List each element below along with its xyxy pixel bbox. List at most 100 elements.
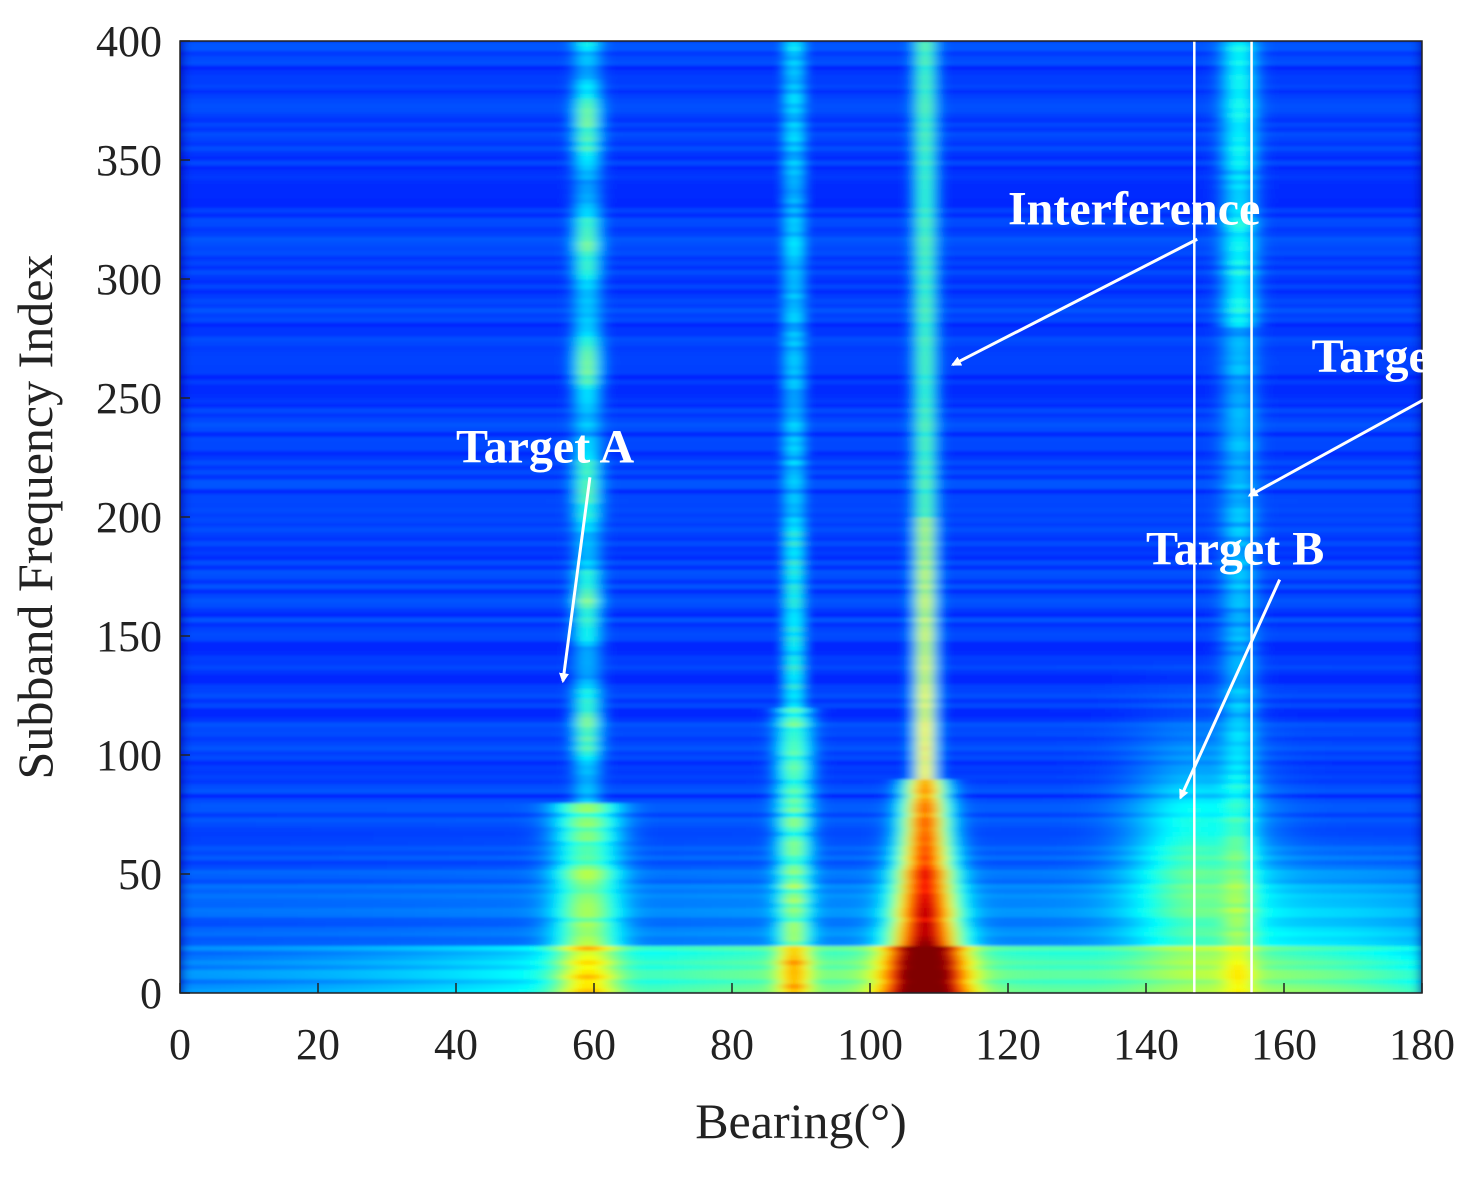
heat-cell: [1056, 878, 1064, 885]
heat-cell: [504, 893, 512, 899]
heat-cell: [1297, 893, 1306, 899]
heat-cell: [621, 845, 630, 851]
heat-cell: [842, 935, 850, 942]
heat-cell: [628, 869, 636, 875]
heat-cell: [683, 840, 719, 847]
heat-cell: [1415, 831, 1422, 837]
heat-cell: [1056, 869, 1064, 875]
heat-cell: [1125, 916, 1133, 923]
heat-cell: [1173, 912, 1182, 918]
heat-cell: [683, 969, 692, 975]
heat-cell: [752, 931, 761, 937]
heat-cell: [1118, 916, 1126, 923]
heat-cell: [387, 964, 395, 970]
heat-cell: [1290, 964, 1299, 970]
heat-cell: [614, 935, 623, 942]
heat-cell: [1049, 864, 1057, 870]
heat-cell: [939, 831, 947, 837]
heat-cell: [759, 916, 768, 923]
heat-cell: [1194, 950, 1202, 956]
heat-cell: [1152, 845, 1161, 851]
heat-cell: [1159, 912, 1168, 918]
heat-cell: [476, 950, 485, 956]
heat-cell: [531, 950, 540, 956]
heat-cell: [1083, 983, 1092, 989]
heat-cell: [373, 988, 381, 993]
heat-cell: [1221, 883, 1230, 889]
heat-cell: [1201, 897, 1209, 904]
heat-cell: [1408, 878, 1416, 885]
heat-cell: [876, 821, 885, 827]
heat-cell: [1242, 926, 1251, 932]
heat-cell: [1049, 826, 1064, 832]
heat-cell: [545, 969, 554, 975]
heat-cell: [1387, 973, 1395, 980]
heat-cell: [621, 959, 630, 966]
heat-cell: [1159, 954, 1168, 961]
heat-cell: [918, 831, 933, 837]
heat-cell: [773, 907, 781, 913]
heat-cell: [1339, 840, 1347, 847]
heat-cell: [1366, 854, 1375, 861]
heat-cell: [1332, 931, 1340, 937]
heat-cell: [807, 940, 816, 946]
heat-cell: [1270, 926, 1278, 932]
heat-cell: [1228, 945, 1237, 951]
heat-cell: [821, 835, 830, 842]
heat-cell: [642, 902, 650, 908]
heat-cell: [1187, 902, 1195, 908]
heat-cell: [807, 854, 816, 861]
heat-cell: [1090, 826, 1099, 832]
heat-cell: [939, 821, 947, 827]
heat-cell: [525, 821, 533, 827]
heat-cell: [863, 874, 871, 880]
heat-cell: [607, 973, 616, 980]
heat-cell: [483, 959, 492, 966]
heat-cell: [387, 969, 395, 975]
heat-cell: [1332, 950, 1340, 956]
heat-cell: [649, 950, 657, 956]
heat-cell: [1373, 893, 1382, 899]
heat-cell: [1346, 878, 1354, 885]
heat-cell: [483, 902, 498, 908]
heat-cell: [1166, 845, 1175, 851]
heat-cell: [476, 869, 498, 875]
heat-cell: [1173, 973, 1182, 980]
heat-cell: [1056, 940, 1064, 946]
heat-cell: [801, 959, 809, 966]
heat-cell: [1394, 831, 1416, 837]
heat-cell: [545, 978, 554, 985]
heat-cell: [1235, 869, 1244, 875]
heat-cell: [676, 954, 685, 961]
heat-cell: [1049, 983, 1064, 989]
heat-cell: [421, 983, 429, 989]
heat-cell: [621, 816, 630, 823]
heat-cell: [538, 907, 547, 913]
heat-cell: [1042, 964, 1050, 970]
heat-cell: [966, 897, 975, 904]
heat-cell: [821, 945, 830, 951]
heat-cell: [235, 983, 243, 989]
heat-cell: [842, 983, 850, 989]
heat-cell: [1380, 897, 1389, 904]
heat-cell: [1263, 902, 1271, 908]
heat-cell: [221, 959, 229, 966]
heat-cell: [1325, 988, 1333, 993]
heat-cell: [856, 835, 864, 842]
heat-cell: [1332, 983, 1340, 989]
heat-cell: [180, 840, 291, 847]
heat-cell: [456, 945, 464, 951]
heat-cell: [939, 940, 947, 946]
heat-cell: [945, 831, 954, 837]
heat-cell: [656, 921, 678, 927]
heat-cell: [600, 931, 609, 937]
heat-cell: [345, 950, 354, 956]
heat-cell: [959, 988, 968, 993]
heat-cell: [545, 874, 554, 880]
heat-cell: [421, 969, 429, 975]
heat-cell: [828, 969, 837, 975]
heat-cell: [669, 978, 678, 985]
heat-cell: [221, 950, 229, 956]
heat-cell: [642, 816, 650, 823]
heat-cell: [1228, 816, 1237, 823]
